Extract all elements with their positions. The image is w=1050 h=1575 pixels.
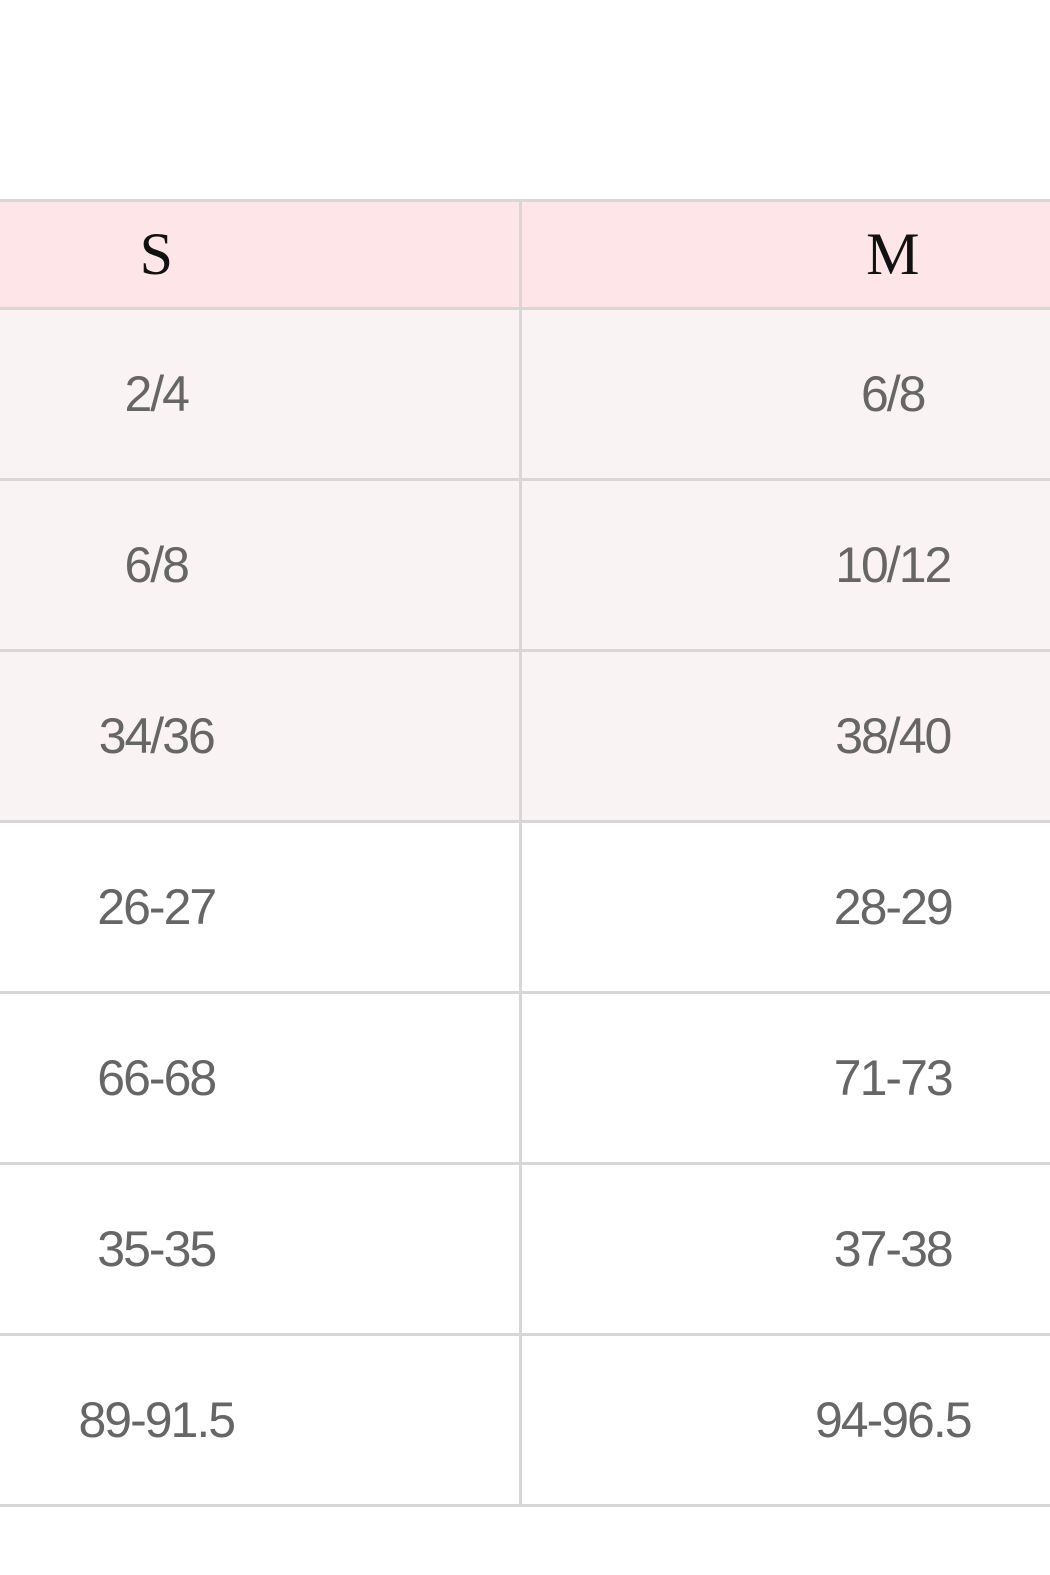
cell-s: 89-91.5: [0, 1333, 522, 1507]
table-row: 89-91.5 94-96.5: [0, 1333, 1050, 1507]
table-row: 6/8 10/12: [0, 478, 1050, 652]
cell-m: 6/8: [518, 307, 1050, 481]
cell-s: 66-68: [0, 991, 522, 1165]
table-row: 35-35 37-38: [0, 1162, 1050, 1336]
cell-m: 28-29: [518, 820, 1050, 994]
cell-s: 2/4: [0, 307, 522, 481]
cell-m: 10/12: [518, 478, 1050, 652]
cell-s: 6/8: [0, 478, 522, 652]
table-row: 34/36 38/40: [0, 649, 1050, 823]
cell-m: 37-38: [518, 1162, 1050, 1336]
table-row: 2/4 6/8: [0, 307, 1050, 481]
cell-m: 38/40: [518, 649, 1050, 823]
size-chart-table: S M 2/4 6/8 6/8 10/12 34/36 38/40 26-27 …: [0, 199, 1050, 1507]
cell-m: 71-73: [518, 991, 1050, 1165]
cell-m: 94-96.5: [518, 1333, 1050, 1507]
cell-s: 35-35: [0, 1162, 522, 1336]
table-row: 26-27 28-29: [0, 820, 1050, 994]
cell-s: 26-27: [0, 820, 522, 994]
header-size-s: S: [0, 199, 522, 310]
table-row: 66-68 71-73: [0, 991, 1050, 1165]
header-size-m: M: [518, 199, 1050, 310]
cell-s: 34/36: [0, 649, 522, 823]
header-row: S M: [0, 199, 1050, 310]
